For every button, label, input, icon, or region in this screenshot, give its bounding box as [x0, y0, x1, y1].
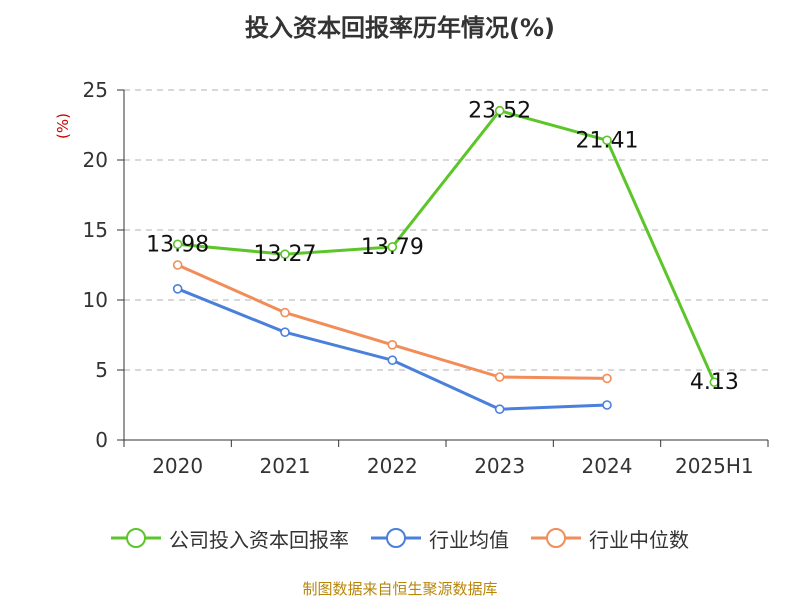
data-point	[280, 307, 290, 318]
y-tick-label: 5	[95, 358, 108, 382]
data-label: 13.79	[361, 235, 424, 260]
y-tick-label: 20	[83, 148, 108, 172]
y-tick-label: 15	[83, 218, 108, 242]
data-point	[602, 373, 612, 384]
legend: 公司投入资本回报率 行业均值 行业中位数	[0, 520, 800, 556]
x-tick-label: 2023	[474, 454, 525, 478]
legend-label: 行业中位数	[589, 527, 689, 552]
data-point	[387, 355, 398, 366]
data-point	[494, 404, 505, 415]
legend-marker-orange-icon	[531, 528, 581, 548]
series-line	[177, 109, 716, 383]
legend-marker-green-icon	[111, 528, 161, 548]
source-note: 制图数据来自恒生聚源数据库	[302, 580, 498, 598]
y-tick-label: 0	[95, 428, 108, 452]
data-label: 21.41	[576, 128, 639, 153]
data-point	[280, 249, 290, 260]
data-point	[387, 242, 398, 252]
data-point	[172, 260, 183, 270]
data-point	[494, 372, 505, 382]
y-axis-label: (%)	[54, 113, 72, 139]
line-chart: 0 5 10 15 20 25 2020 2021 2022 2023 2024 2025H1 (%) 1…	[54, 78, 769, 478]
legend-item-industry-average[interactable]: 行业均值	[371, 524, 509, 553]
data-point	[494, 105, 505, 116]
legend-marker-blue-icon	[371, 528, 421, 548]
data-point	[387, 339, 398, 350]
legend-item-industry-median[interactable]: 行业中位数	[531, 524, 689, 553]
x-tick-label: 2020	[152, 454, 203, 478]
legend-item-company[interactable]: 公司投入资本回报率	[111, 524, 349, 553]
x-tick-label: 2024	[582, 454, 633, 478]
data-point	[280, 327, 290, 338]
x-tick-label: 2022	[367, 454, 418, 478]
data-label: 4.13	[690, 370, 739, 395]
data-point	[602, 400, 612, 410]
y-tick-label: 25	[83, 78, 108, 102]
legend-label: 行业均值	[429, 527, 509, 552]
data-label: 23.52	[468, 99, 531, 124]
data-label: 13.98	[146, 232, 209, 257]
data-label: 13.27	[254, 242, 317, 267]
x-tick-label: 2021	[260, 454, 311, 478]
data-point	[709, 377, 720, 387]
data-point	[172, 283, 183, 294]
y-tick-label: 10	[83, 288, 108, 312]
legend-label: 公司投入资本回报率	[169, 527, 349, 552]
data-point	[172, 239, 183, 250]
chart-title: 投入资本回报率历年情况(%)	[245, 14, 555, 42]
x-tick-label: 2025H1	[675, 454, 754, 478]
data-point	[602, 135, 612, 146]
